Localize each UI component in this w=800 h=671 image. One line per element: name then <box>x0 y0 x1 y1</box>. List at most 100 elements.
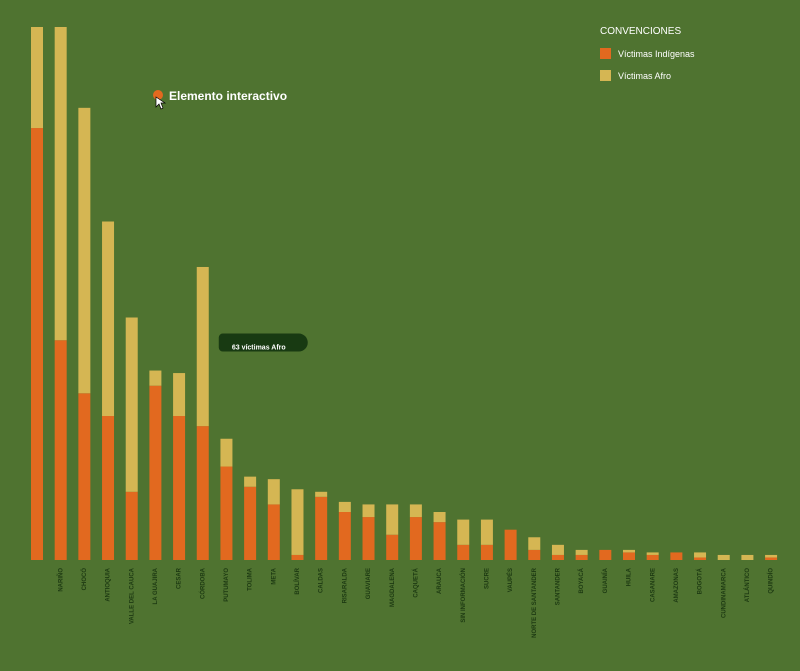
bar-segment[interactable] <box>575 549 588 555</box>
bar-segment[interactable] <box>623 552 635 560</box>
bar-segment[interactable] <box>173 416 186 560</box>
bar-segment[interactable] <box>244 486 257 560</box>
category-label: MAGDALENA <box>390 567 396 607</box>
tooltip-box <box>214 333 308 352</box>
bar-segment[interactable] <box>433 512 446 523</box>
category-label: CALDAS <box>319 568 325 593</box>
bar-segment[interactable] <box>338 512 351 560</box>
bar-segment[interactable] <box>551 544 564 555</box>
bar-segment[interactable] <box>31 128 43 560</box>
tooltip-text: 63 víctimas Afro <box>232 345 286 352</box>
category-label: ATLÁNTICO <box>744 568 751 603</box>
bar-segment[interactable] <box>551 554 564 560</box>
bar-segment[interactable] <box>291 489 304 555</box>
bar-segment[interactable] <box>528 549 541 560</box>
legend-label: Víctimas Indígenas <box>618 49 695 59</box>
bar-segment[interactable] <box>694 557 707 560</box>
bar-segment[interactable] <box>149 385 162 560</box>
legend-swatch <box>600 48 611 59</box>
category-label: CASANARE <box>650 568 656 602</box>
bar-segment[interactable] <box>457 519 470 545</box>
bar-segment[interactable] <box>670 552 683 560</box>
bar-segment[interactable] <box>646 554 659 560</box>
category-label: SANTANDER <box>556 567 562 605</box>
bar-segment[interactable] <box>717 554 730 560</box>
bar-segment[interactable] <box>457 544 470 560</box>
bar-segment[interactable] <box>54 27 67 341</box>
bar-segment[interactable] <box>315 496 328 560</box>
category-label: SIN INFORMACIÓN <box>459 568 467 623</box>
bar-segment[interactable] <box>765 557 778 560</box>
bar-segment[interactable] <box>196 426 209 560</box>
bar-segment[interactable] <box>267 504 280 560</box>
bar-segment[interactable] <box>480 519 493 545</box>
bar-segment[interactable] <box>291 554 304 560</box>
category-label: SUCRE <box>484 568 490 589</box>
category-label: META <box>271 567 277 584</box>
bar-segment[interactable] <box>78 393 91 560</box>
category-label: CHOCÓ <box>80 568 88 591</box>
bar-segment[interactable] <box>54 340 67 560</box>
category-label: BOLÍVAR <box>293 567 301 594</box>
legend-label: Víctimas Afro <box>618 71 671 81</box>
legend-title: CONVENCIONES <box>600 26 681 37</box>
bar-segment[interactable] <box>409 504 422 518</box>
bar-segment[interactable] <box>125 491 138 560</box>
bar-segment[interactable] <box>433 522 446 560</box>
bar-segment[interactable] <box>338 501 351 513</box>
bar-segment[interactable] <box>599 549 612 560</box>
bar-segment[interactable] <box>31 27 43 129</box>
bar-segment[interactable] <box>386 534 399 560</box>
bar-segment[interactable] <box>244 476 257 487</box>
category-label: NORTE DE SANTANDER <box>532 567 538 638</box>
category-label: GUAINÍA <box>601 567 609 593</box>
bar-segment[interactable] <box>102 416 115 560</box>
category-label: NARIÑO <box>57 568 64 592</box>
bar-segment[interactable] <box>623 549 635 553</box>
category-label: AMAZONAS <box>674 568 680 603</box>
category-label: ANTIOQUIA <box>106 567 112 601</box>
bar-segment[interactable] <box>220 438 233 467</box>
category-label: PUTUMAYO <box>224 568 230 602</box>
bar-segment[interactable] <box>267 479 280 505</box>
bar-segment[interactable] <box>480 544 493 560</box>
bar-segment[interactable] <box>386 504 399 535</box>
category-label: GUAVIARE <box>366 568 372 599</box>
annotation: Elemento interactivo <box>169 89 287 103</box>
category-label: LA GUAJIRA <box>153 567 159 604</box>
bar-segment[interactable] <box>504 529 517 560</box>
category-label: TOLIMA <box>248 567 254 591</box>
category-label: VAUPÉS <box>506 568 514 592</box>
legend-swatch <box>600 70 611 81</box>
cursor-icon <box>155 96 167 110</box>
interactive-dot <box>153 90 163 100</box>
bar-segment[interactable] <box>362 517 375 560</box>
category-label: CUNDINAMARCA <box>721 567 727 618</box>
category-label: VALLE DEL CAUCA <box>129 567 135 624</box>
bar-segment[interactable] <box>78 107 91 394</box>
bar-segment[interactable] <box>646 552 659 555</box>
bar-segment[interactable] <box>765 554 778 558</box>
bar-segment[interactable] <box>173 373 186 417</box>
bar-segment[interactable] <box>741 554 754 560</box>
category-label: BOGOTÁ <box>697 567 704 594</box>
bar-segment[interactable] <box>149 370 162 386</box>
bar-segment[interactable] <box>575 554 588 560</box>
bar-segment[interactable] <box>409 517 422 560</box>
bar-segment[interactable] <box>694 552 707 558</box>
category-label: CAQUETÁ <box>412 567 419 597</box>
bar-segment[interactable] <box>315 491 328 497</box>
bar-segment[interactable] <box>362 504 375 518</box>
bar-segment[interactable] <box>125 317 138 492</box>
category-label: CÓRDOBA <box>198 567 206 599</box>
bar-segment[interactable] <box>196 266 209 427</box>
bar-segment[interactable] <box>528 537 541 550</box>
category-label: ARAUCA <box>437 567 443 594</box>
category-label: HUILA <box>627 567 633 586</box>
bar-segment[interactable] <box>220 466 233 560</box>
category-label: QUINDÍO <box>767 568 775 594</box>
bar-segment[interactable] <box>102 221 115 417</box>
category-label: RISARALDA <box>342 567 348 603</box>
